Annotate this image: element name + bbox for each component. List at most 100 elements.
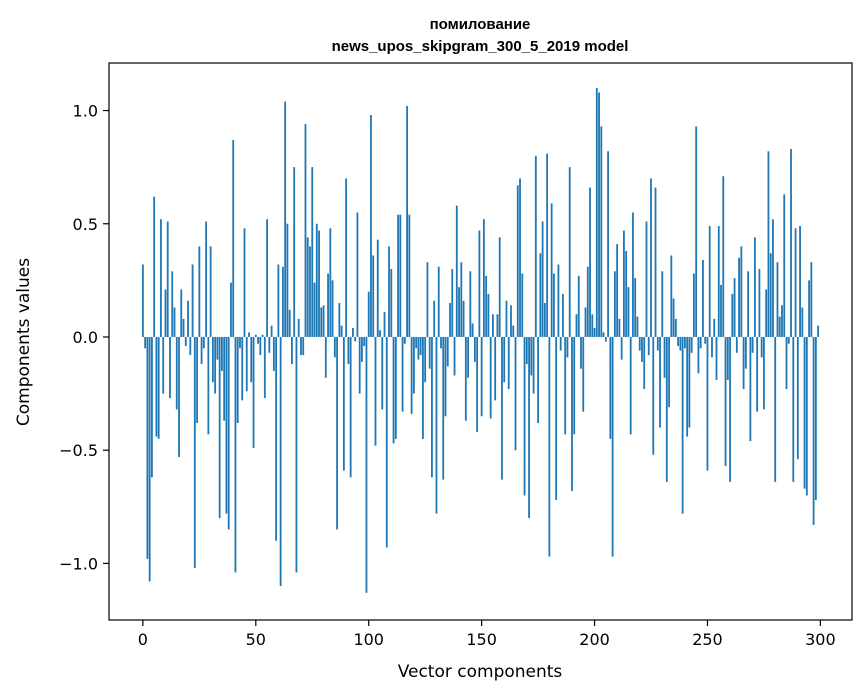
bar	[471, 323, 474, 337]
bar	[672, 298, 675, 337]
bar	[699, 336, 702, 349]
bar	[598, 92, 600, 337]
bar	[473, 336, 476, 362]
bar	[480, 336, 483, 417]
bar	[801, 307, 804, 337]
bar	[747, 271, 750, 337]
bar	[406, 106, 409, 337]
y-tick-label: 1.0	[73, 102, 98, 121]
bar	[462, 300, 465, 337]
bar	[354, 336, 357, 342]
bar	[372, 255, 375, 337]
bar	[604, 336, 607, 342]
bar	[281, 266, 284, 337]
bar	[706, 336, 709, 471]
bar	[690, 336, 693, 353]
bar	[376, 239, 379, 337]
bar	[708, 226, 711, 337]
bar	[525, 336, 528, 365]
bar	[151, 336, 153, 478]
bar	[318, 230, 320, 337]
bar	[812, 336, 815, 525]
bar	[613, 271, 616, 337]
bar	[670, 255, 673, 337]
bar	[187, 300, 189, 337]
bar	[498, 237, 501, 337]
bar	[722, 176, 725, 337]
bar	[358, 336, 361, 394]
bar	[202, 336, 205, 349]
bar	[501, 336, 503, 480]
bar	[733, 278, 736, 337]
bar	[647, 336, 650, 356]
bar	[401, 336, 404, 412]
bar	[805, 336, 808, 496]
bar	[327, 273, 329, 337]
bar	[681, 336, 684, 514]
bar	[243, 228, 246, 337]
bar	[399, 214, 402, 337]
bar	[259, 336, 262, 356]
bar	[232, 139, 235, 337]
bar	[776, 262, 779, 337]
bar	[505, 300, 508, 337]
bar	[218, 336, 221, 519]
bar	[656, 336, 659, 351]
bar	[440, 336, 442, 349]
bar	[329, 228, 332, 337]
bar	[453, 336, 456, 376]
bar	[781, 305, 783, 337]
bar	[742, 336, 745, 390]
bar	[492, 314, 494, 337]
bar	[385, 336, 388, 548]
bar	[530, 336, 533, 376]
bar	[702, 259, 704, 337]
bar	[302, 336, 305, 356]
bar	[388, 246, 390, 337]
bar	[638, 336, 641, 351]
bar	[735, 336, 738, 353]
bar	[720, 284, 722, 337]
y-tick-label: 0.5	[73, 215, 98, 234]
bar	[365, 336, 368, 593]
bar	[252, 336, 255, 448]
bar	[293, 167, 296, 337]
bar	[476, 336, 479, 433]
bar	[573, 336, 576, 435]
bar	[557, 264, 560, 337]
bar	[277, 264, 280, 337]
bar	[514, 336, 517, 451]
bar	[146, 336, 149, 559]
bar	[437, 266, 440, 337]
bar	[643, 336, 646, 390]
bar	[589, 187, 591, 337]
bar	[726, 336, 729, 380]
bar	[512, 325, 515, 337]
bar	[424, 336, 427, 383]
bar	[320, 307, 323, 337]
bar	[162, 336, 165, 394]
bar	[571, 336, 573, 491]
bar	[394, 336, 397, 439]
bar	[356, 212, 359, 337]
x-tick-label: 0	[138, 630, 148, 649]
x-tick-label: 150	[466, 630, 497, 649]
bar	[794, 228, 797, 337]
bar	[171, 271, 174, 337]
bar	[697, 336, 700, 374]
bar	[803, 336, 806, 489]
bar	[749, 336, 752, 442]
bar	[433, 300, 436, 337]
bar	[361, 336, 363, 362]
bar	[758, 269, 761, 337]
bar	[810, 262, 813, 337]
bar	[543, 303, 546, 337]
bar	[627, 287, 630, 337]
bar	[787, 336, 790, 344]
bar	[516, 185, 519, 337]
bar	[392, 336, 395, 444]
bar	[352, 327, 354, 337]
bar	[751, 336, 754, 353]
bar	[532, 336, 535, 394]
bar	[632, 212, 634, 337]
